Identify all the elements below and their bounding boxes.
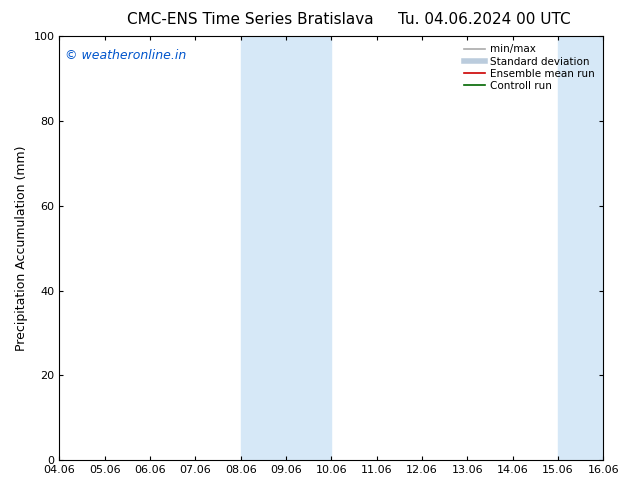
Bar <box>241 36 332 460</box>
Legend: min/max, Standard deviation, Ensemble mean run, Controll run: min/max, Standard deviation, Ensemble me… <box>461 41 598 94</box>
Text: CMC-ENS Time Series Bratislava     Tu. 04.06.2024 00 UTC: CMC-ENS Time Series Bratislava Tu. 04.06… <box>127 12 571 27</box>
Text: © weatheronline.in: © weatheronline.in <box>65 49 186 62</box>
Bar <box>558 36 603 460</box>
Y-axis label: Precipitation Accumulation (mm): Precipitation Accumulation (mm) <box>15 146 28 351</box>
